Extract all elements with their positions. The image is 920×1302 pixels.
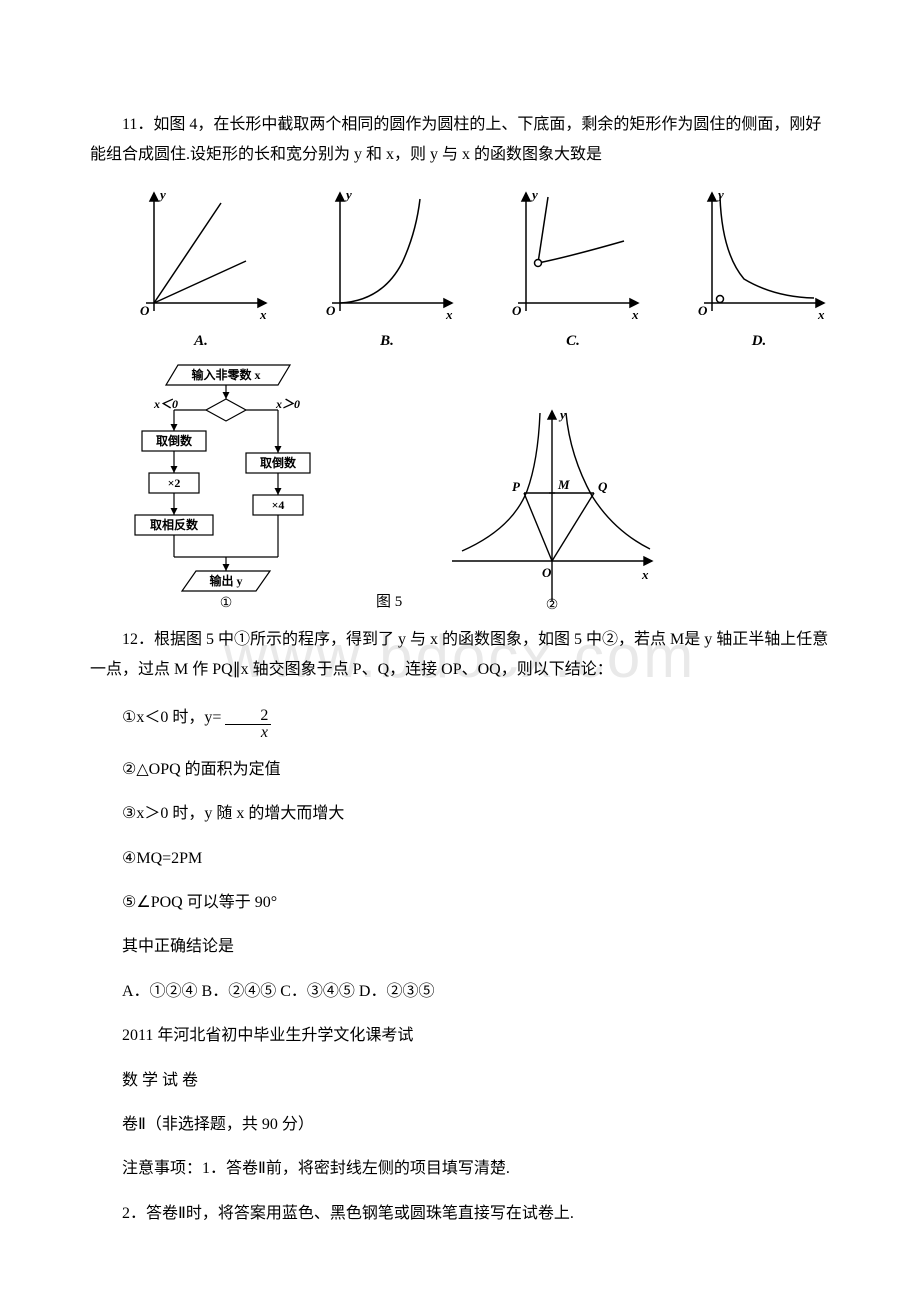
point-P: P <box>512 479 521 494</box>
point-Q: Q <box>598 479 608 494</box>
fig5-circ-1: ① <box>220 596 233 611</box>
q12-item-2: ②△OPQ 的面积为定值 <box>90 755 830 785</box>
footer-l5: 2．答卷Ⅱ时，将答案用蓝色、黑色钢笔或圆珠笔直接写在试卷上. <box>90 1199 830 1229</box>
axis-x: x <box>445 307 453 322</box>
axis-x: x <box>817 307 825 322</box>
flowchart: 输入非零数 x x＜0 x＞0 取倒数 ×2 取相反数 取倒数 ×4 <box>126 361 336 622</box>
flow-recip-1: 取倒数 <box>156 433 193 448</box>
q11-text: 11．如图 4，在长形中截取两个相同的圆作为圆柱的上、下底面，剩余的矩形作为圆住… <box>90 110 830 171</box>
graph-D-label: D. <box>752 327 767 356</box>
graph-B: O x y B. <box>312 183 462 356</box>
flow-right-label: x＞0 <box>275 397 300 411</box>
fig5-circ-2: ② <box>546 598 559 611</box>
axis-origin: O <box>698 303 708 318</box>
graph-D-svg: O x y <box>684 183 834 323</box>
q12-item-4: ④MQ=2PM <box>90 844 830 874</box>
axis-y: y <box>158 187 166 202</box>
flow-output: 输出 y <box>209 573 242 588</box>
fig5-graph-svg: O x y P M Q ② <box>442 401 662 611</box>
graph-A-label: A. <box>194 327 208 356</box>
axis-y: y <box>716 187 724 202</box>
figure-5: 输入非零数 x x＜0 x＞0 取倒数 ×2 取相反数 取倒数 ×4 <box>126 361 830 622</box>
graph-C: O x y C. <box>498 183 648 356</box>
q11-graphs: O x y A. O x y B. <box>126 183 830 356</box>
axis-origin: O <box>512 303 522 318</box>
footer-l3: 卷Ⅱ（非选择题，共 90 分） <box>90 1110 830 1140</box>
axis-origin: O <box>140 303 150 318</box>
flow-x4: ×4 <box>272 498 285 512</box>
axis-x: x <box>641 567 649 582</box>
frac-den: x <box>225 725 271 741</box>
flow-neg: 取相反数 <box>150 517 199 532</box>
q12-tail: 其中正确结论是 <box>90 932 830 962</box>
axis-x: x <box>259 307 267 322</box>
graph-B-label: B. <box>380 327 394 356</box>
q12-item-3: ③x＞0 时，y 随 x 的增大而增大 <box>90 799 830 829</box>
graph-B-svg: O x y <box>312 183 462 323</box>
q12-intro: 12．根据图 5 中①所示的程序，得到了 y 与 x 的函数图象，如图 5 中②… <box>90 625 830 686</box>
axis-x: x <box>631 307 639 322</box>
flow-input: 输入非零数 x <box>191 367 260 382</box>
q12-item-5: ⑤∠POQ 可以等于 90° <box>90 888 830 918</box>
axis-y: y <box>344 187 352 202</box>
flowchart-svg: 输入非零数 x x＜0 x＞0 取倒数 ×2 取相反数 取倒数 ×4 <box>126 361 336 611</box>
flow-left-label: x＜0 <box>153 397 178 411</box>
graph-D: O x y D. <box>684 183 834 356</box>
axis-origin: O <box>542 565 552 580</box>
fraction: 2 x <box>225 708 271 741</box>
frac-num: 2 <box>225 708 271 725</box>
graph-C-label: C. <box>566 327 580 356</box>
flow-recip-2: 取倒数 <box>260 455 297 470</box>
footer-l4: 注意事项：1．答卷Ⅱ前，将密封线左侧的项目填写清楚. <box>90 1154 830 1184</box>
point-M: M <box>557 477 570 492</box>
q12-item-1-prefix: ①x＜0 时，y= <box>122 709 221 726</box>
footer-l1: 2011 年河北省初中毕业生升学文化课考试 <box>90 1021 830 1051</box>
fig5-graph: O x y P M Q ② <box>442 401 662 622</box>
graph-C-svg: O x y <box>498 183 648 323</box>
graph-A: O x y A. <box>126 183 276 356</box>
axis-y: y <box>558 407 566 422</box>
flow-x2: ×2 <box>168 476 181 490</box>
axis-origin: O <box>326 303 336 318</box>
axis-y: y <box>530 187 538 202</box>
q12-choices: A．①②④ B．②④⑤ C．③④⑤ D．②③⑤ <box>90 977 830 1007</box>
q12-item-1: ①x＜0 时，y= 2 x <box>90 703 830 740</box>
footer-l2: 数 学 试 卷 <box>90 1066 830 1096</box>
graph-A-svg: O x y <box>126 183 276 323</box>
fig5-caption: 图 5 <box>376 588 402 623</box>
